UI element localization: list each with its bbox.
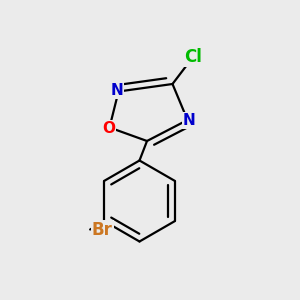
Text: N: N (183, 113, 195, 128)
Text: Cl: Cl (184, 48, 202, 66)
Text: O: O (102, 121, 115, 136)
Text: Br: Br (92, 221, 112, 239)
Text: N: N (111, 83, 123, 98)
